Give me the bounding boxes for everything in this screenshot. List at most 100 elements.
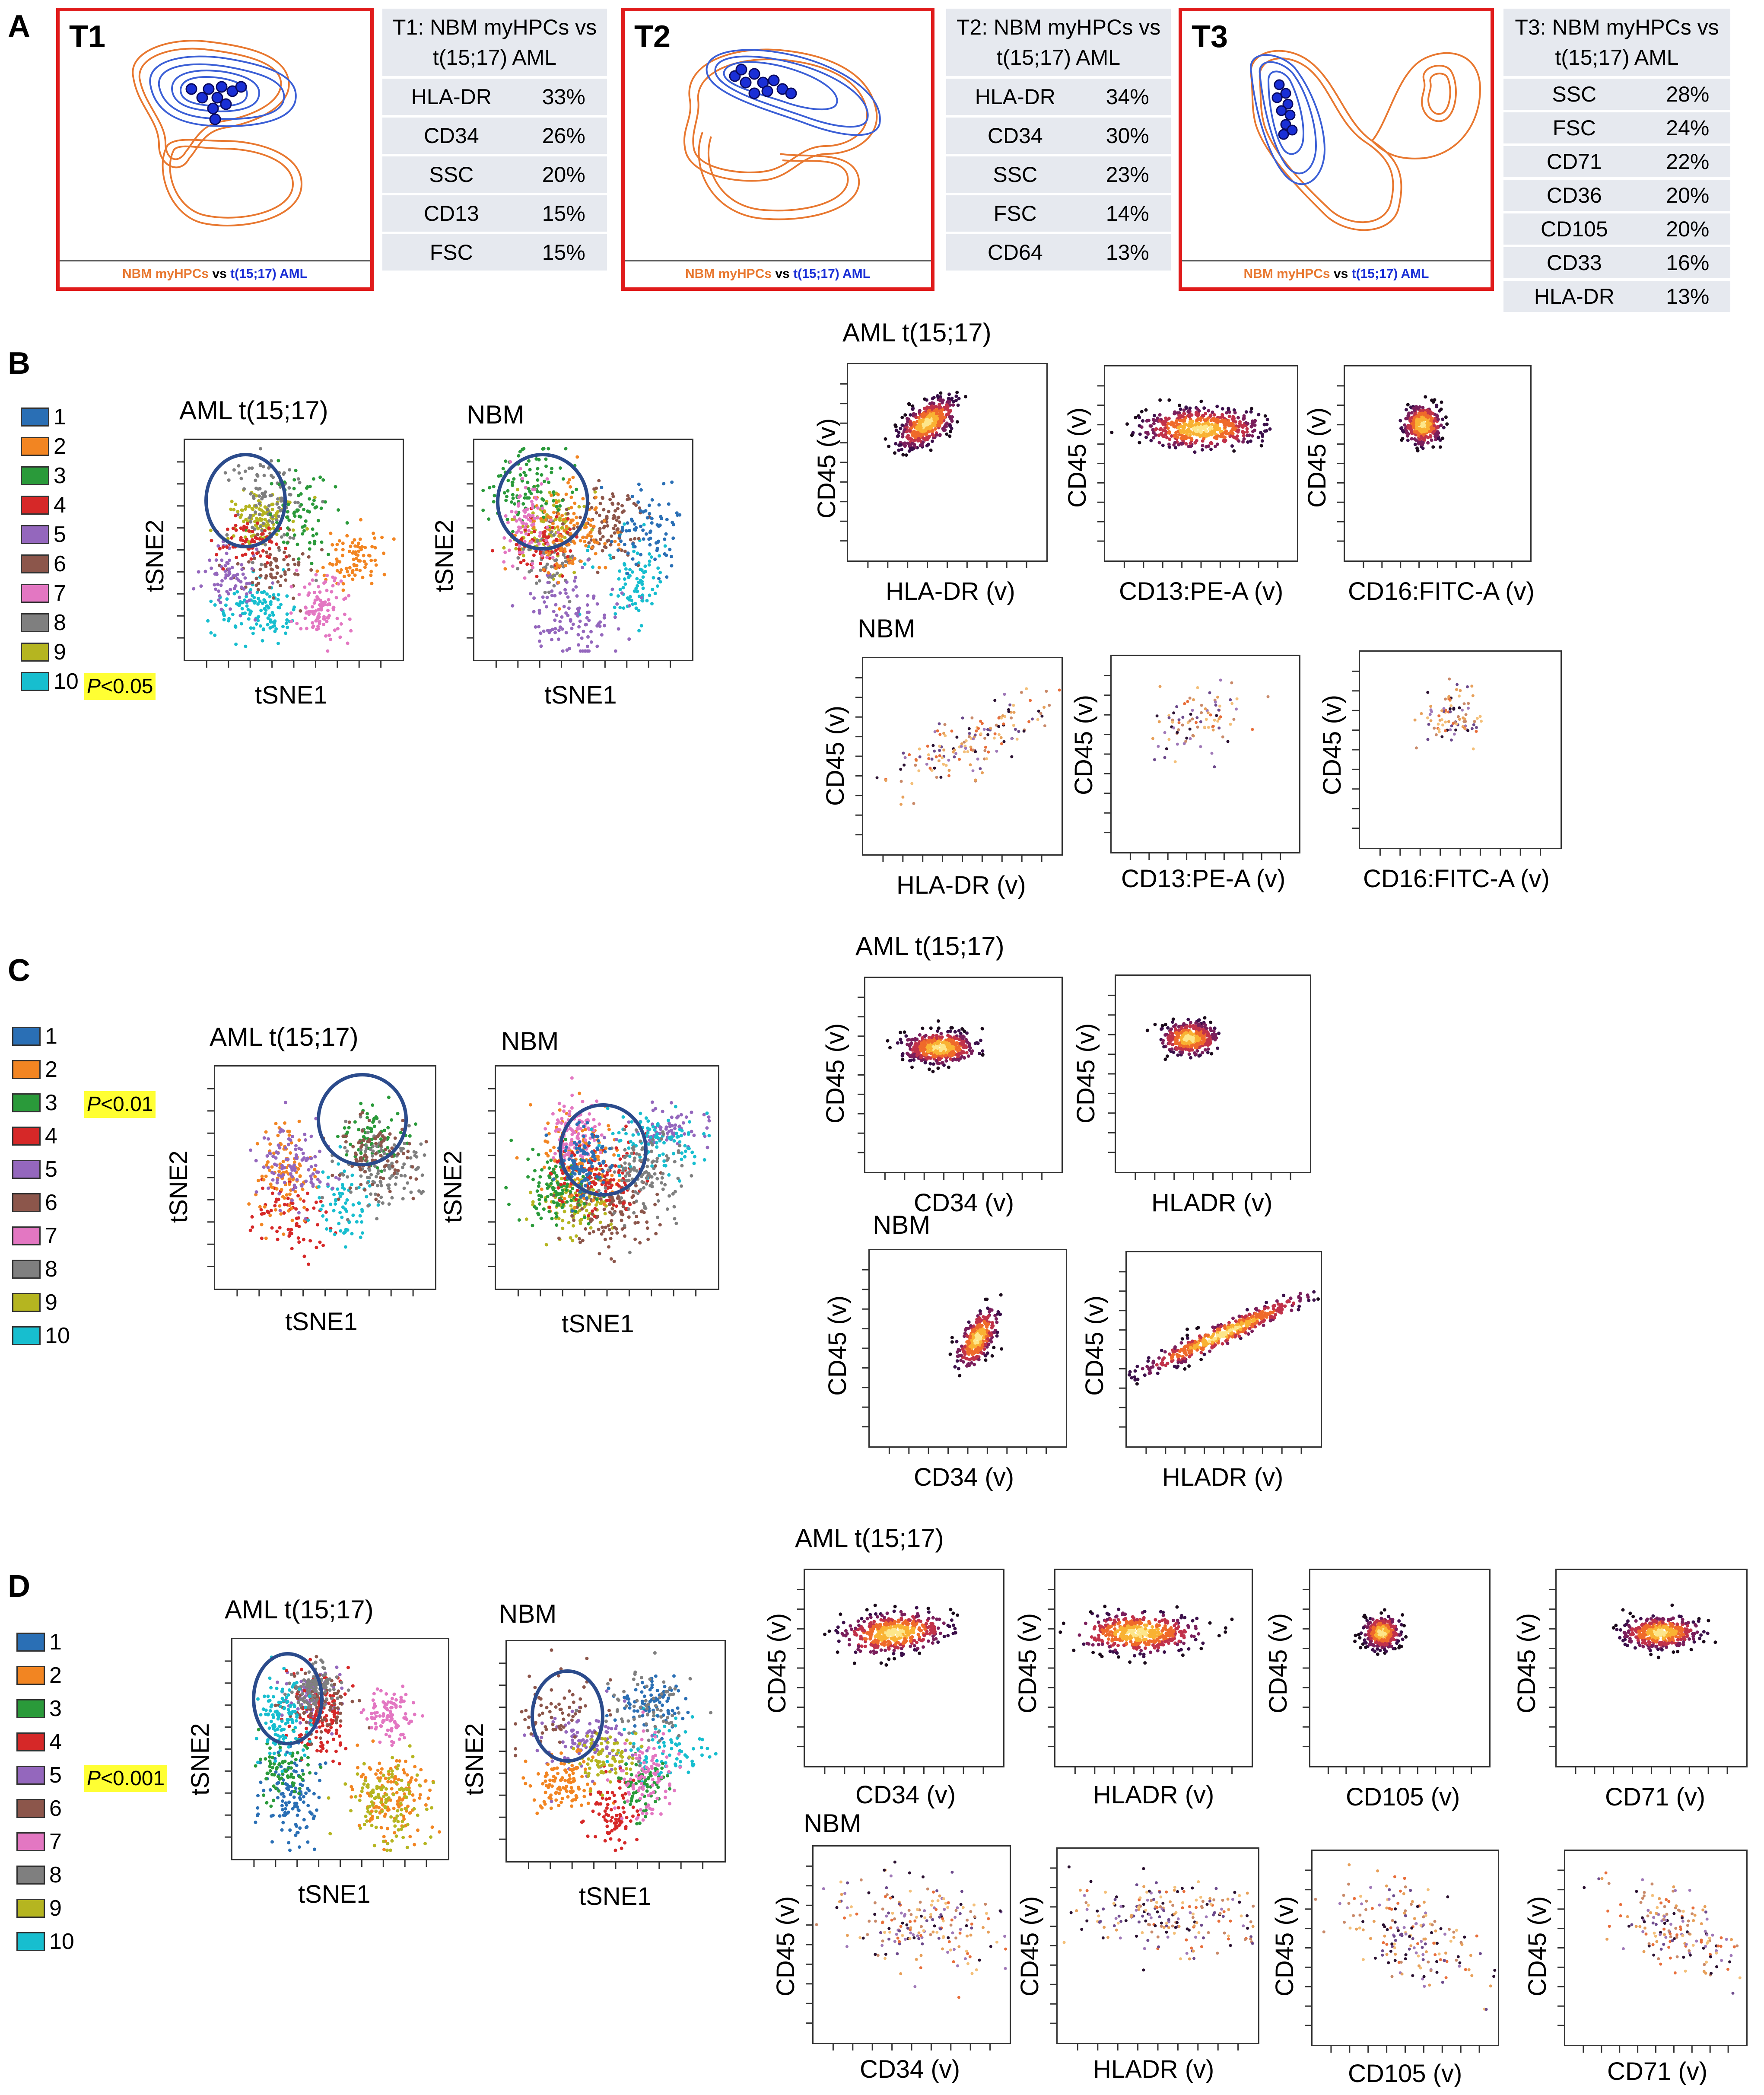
tsne-point bbox=[285, 1193, 289, 1197]
tsne-point bbox=[214, 587, 218, 591]
tsne-point bbox=[561, 649, 565, 653]
flow-event-point bbox=[1419, 435, 1423, 439]
tsne-point bbox=[370, 545, 374, 548]
tsne-point bbox=[618, 534, 622, 538]
tsne-point bbox=[341, 1186, 345, 1190]
tsne-point bbox=[601, 549, 604, 553]
tsne-point bbox=[648, 543, 652, 547]
tsne-point bbox=[295, 1222, 299, 1226]
tsne-point bbox=[373, 558, 377, 562]
tsne-point bbox=[299, 1197, 302, 1201]
tsne-point bbox=[339, 568, 343, 572]
flow-event-point bbox=[1268, 427, 1272, 431]
tsne-point bbox=[610, 1219, 613, 1223]
t1-contour-box: T1 NBM myHPCs vs t(15;17) AML bbox=[56, 8, 374, 291]
t1-aml-contour-4 bbox=[179, 76, 248, 107]
tsne-point bbox=[539, 631, 543, 635]
flow-event-point bbox=[1008, 703, 1012, 707]
tsne-point bbox=[192, 587, 196, 591]
tsne-point bbox=[386, 1183, 390, 1187]
tsne-point bbox=[333, 576, 337, 580]
tsne-point bbox=[246, 608, 250, 611]
tsne-point bbox=[369, 558, 373, 562]
flow-event-point bbox=[1438, 445, 1442, 449]
tsne-point bbox=[276, 641, 280, 645]
scatter-xlabel: CD16:FITC-A (v) bbox=[1348, 577, 1535, 605]
flow-event-point bbox=[1179, 429, 1182, 433]
tsne-point bbox=[371, 1183, 375, 1186]
flow-scatter-plot bbox=[855, 657, 1063, 862]
flow-event-point bbox=[984, 745, 987, 749]
tsne-point bbox=[238, 614, 242, 618]
tsne-point bbox=[289, 620, 293, 623]
tsne-point bbox=[307, 1168, 311, 1172]
tsne-point bbox=[282, 471, 286, 475]
flow-event-point bbox=[1440, 400, 1443, 404]
flow-event-point bbox=[911, 408, 915, 411]
flow-event-point bbox=[1426, 427, 1430, 430]
tsne-point bbox=[270, 576, 274, 579]
flow-event-point bbox=[1134, 416, 1138, 420]
tsne-point bbox=[262, 1178, 266, 1182]
tsne-point bbox=[363, 565, 367, 569]
tsne-point bbox=[542, 551, 546, 555]
tsne-point bbox=[639, 624, 643, 627]
tsne-point bbox=[650, 516, 654, 520]
tsne-point bbox=[297, 1211, 301, 1215]
tsne-point bbox=[311, 477, 315, 481]
tsne-point bbox=[324, 580, 327, 584]
flow-event-point bbox=[1173, 425, 1176, 429]
tsne-point bbox=[287, 1234, 291, 1238]
tsne-point bbox=[268, 1168, 272, 1172]
flow-event-point bbox=[1423, 417, 1427, 421]
flow-event-point bbox=[1165, 436, 1169, 439]
tsne-point bbox=[637, 482, 641, 486]
flow-event-point bbox=[1189, 737, 1192, 740]
tsne-point bbox=[423, 1153, 426, 1157]
tsne-point bbox=[649, 555, 653, 559]
tsne-point bbox=[661, 1109, 664, 1113]
flow-event-point bbox=[917, 424, 921, 428]
tsne-point bbox=[538, 1202, 541, 1206]
tsne-point bbox=[556, 1183, 560, 1187]
tsne-point bbox=[616, 506, 620, 510]
flow-event-point bbox=[1144, 408, 1148, 412]
tsne-point bbox=[248, 591, 252, 595]
tsne-point bbox=[540, 1168, 544, 1172]
tsne-point bbox=[228, 558, 232, 562]
flow-event-point bbox=[908, 753, 911, 756]
flow-event-point bbox=[1039, 712, 1043, 715]
tsne-point bbox=[267, 1186, 270, 1190]
tsne-point bbox=[308, 484, 312, 488]
tsne-point bbox=[647, 503, 651, 507]
tsne-point bbox=[599, 538, 603, 541]
flow-event-point bbox=[1204, 424, 1208, 428]
tsne-point bbox=[538, 562, 542, 566]
tsne-point bbox=[543, 600, 547, 604]
tsne-point bbox=[261, 1186, 264, 1190]
tsne-point bbox=[409, 1156, 413, 1160]
flow-event-point bbox=[947, 758, 950, 762]
tsne-point bbox=[565, 580, 569, 584]
tsne-point bbox=[502, 536, 506, 540]
tsne-point bbox=[629, 538, 632, 541]
tsne-point bbox=[534, 549, 538, 553]
flow-event-point bbox=[929, 448, 933, 452]
tsne-point bbox=[603, 519, 607, 523]
flow-event-point bbox=[909, 423, 913, 427]
tsne-point bbox=[262, 1136, 266, 1140]
tsne-point bbox=[375, 1166, 379, 1170]
tsne-point bbox=[292, 533, 296, 537]
flow-event-point bbox=[933, 767, 936, 770]
tsne-point bbox=[406, 1149, 410, 1153]
flow-event-point bbox=[1237, 424, 1241, 428]
flow-event-point bbox=[919, 433, 922, 437]
tsne-point bbox=[387, 1186, 391, 1190]
table-row: FSC 15% bbox=[382, 234, 607, 271]
tsne-point bbox=[613, 524, 617, 528]
tsne-point bbox=[646, 1238, 650, 1242]
flow-event-point bbox=[1235, 707, 1238, 711]
tsne-point bbox=[286, 1227, 290, 1231]
tsne-title-nbm-c: NBM bbox=[501, 1027, 559, 1056]
tsne-point bbox=[647, 563, 651, 567]
